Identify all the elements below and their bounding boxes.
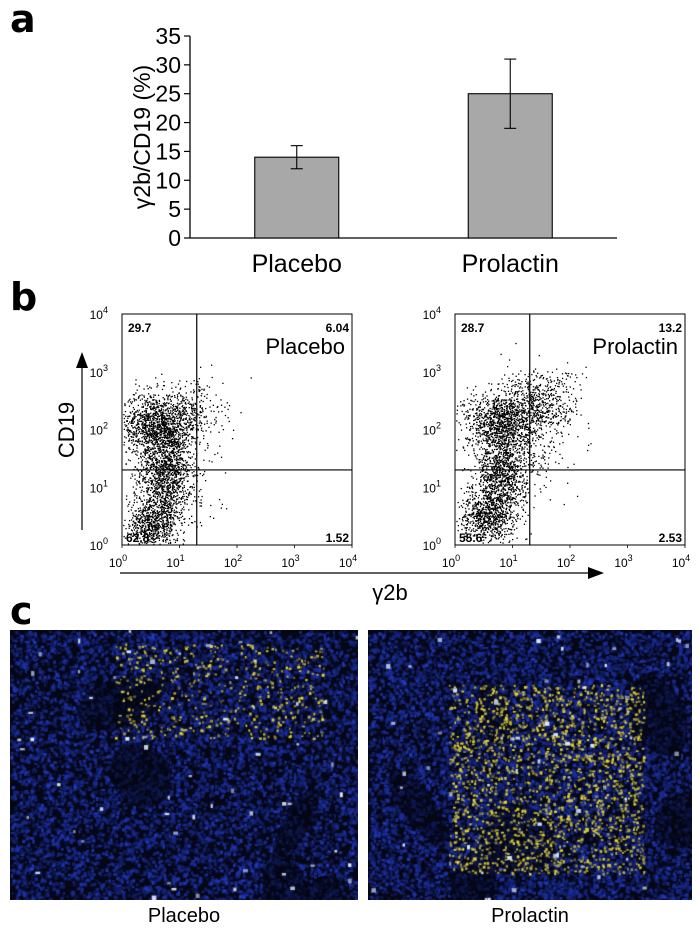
bar-placebo: [254, 156, 340, 239]
scatter-dots: [456, 342, 592, 544]
plot-label: Placebo: [265, 334, 345, 359]
x-tick-label: 103: [614, 553, 632, 570]
y-tick-label: 5: [168, 196, 181, 222]
quadrant-bottom-right-value: 1.52: [326, 531, 350, 545]
plot-label: Prolactin: [592, 334, 678, 359]
micrograph-caption-placebo: Placebo: [147, 905, 221, 927]
y-tick-label: 0: [168, 225, 181, 251]
panel-label-b: b: [10, 275, 38, 319]
y-tick-label: 20: [155, 110, 181, 136]
x-tick-label: 100: [109, 553, 127, 570]
x-category-label: Prolactin: [462, 250, 559, 278]
error-bar-placebo: [290, 145, 303, 170]
x-tick-label: 102: [557, 553, 575, 570]
y-tick-label: 25: [155, 81, 181, 107]
y-tick-label: 100: [90, 536, 108, 553]
y-tick-label: 10: [155, 167, 181, 193]
y-tick-label: 104: [90, 305, 108, 322]
y-tick-label: 30: [155, 52, 181, 78]
micrograph-prolactin: [368, 630, 692, 900]
x-axis-title: γ2b: [372, 580, 407, 605]
panel-label-c: c: [10, 589, 33, 633]
y-axis-arrowhead: [76, 352, 88, 368]
x-tick-label: 104: [339, 553, 357, 570]
x-tick-label: 101: [499, 553, 517, 570]
x-category-label: Placebo: [252, 250, 342, 278]
x-tick-label: 103: [281, 553, 299, 570]
quadrant-top-left-value: 29.7: [128, 321, 152, 335]
quadrant-top-right-value: 13.2: [659, 321, 683, 335]
y-tick-label: 102: [423, 421, 441, 438]
x-tick-label: 104: [672, 553, 690, 570]
scatter-dots: [123, 364, 252, 546]
micrograph-placebo: [10, 630, 358, 900]
quadrant-bottom-left-value: 62.8: [126, 531, 150, 545]
y-tick-label: 100: [423, 536, 441, 553]
micrograph-caption-prolactin: Prolactin: [491, 905, 569, 927]
x-tick-label: 102: [224, 553, 242, 570]
quadrant-top-right-value: 6.04: [326, 321, 350, 335]
y-axis-title: CD19: [54, 402, 79, 458]
panel-label-a: a: [10, 0, 36, 41]
y-tick-label: 35: [155, 23, 181, 49]
x-axis-arrowhead: [588, 567, 604, 579]
y-tick-label: 102: [90, 421, 108, 438]
y-tick-label: 15: [155, 138, 181, 164]
quadrant-bottom-right-value: 2.53: [659, 531, 683, 545]
quadrant-top-left-value: 28.7: [461, 321, 485, 335]
quadrant-bottom-left-value: 55.6: [459, 531, 483, 545]
y-tick-label: 103: [423, 363, 441, 380]
y-tick-label: 103: [90, 363, 108, 380]
error-bar-prolactin: [504, 58, 517, 129]
x-tick-label: 100: [442, 553, 460, 570]
y-tick-label: 104: [423, 305, 441, 322]
x-tick-label: 101: [166, 553, 184, 570]
y-axis-title: γ2b/CD19 (%): [129, 65, 155, 209]
y-tick-label: 101: [423, 478, 441, 495]
y-tick-label: 101: [90, 478, 108, 495]
